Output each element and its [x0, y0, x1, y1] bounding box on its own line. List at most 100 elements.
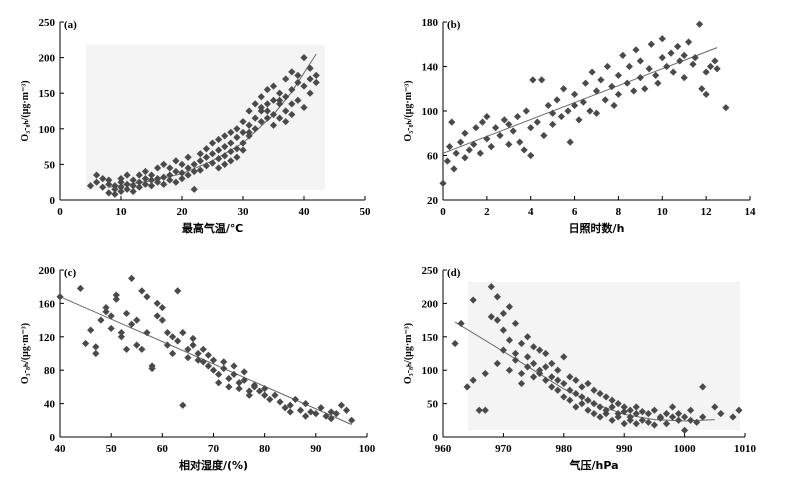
data-point	[296, 406, 305, 414]
data-point	[269, 121, 278, 129]
data-point	[693, 418, 701, 426]
data-point	[111, 190, 119, 198]
data-point	[623, 79, 631, 87]
data-point	[300, 103, 308, 112]
data-point	[257, 118, 265, 126]
data-point	[579, 98, 587, 106]
panel-tag: (d)	[447, 267, 461, 279]
data-point	[493, 293, 501, 301]
data-point	[680, 74, 688, 82]
data-point	[196, 150, 204, 158]
data-point	[620, 408, 628, 416]
data-point	[282, 118, 290, 126]
data-point	[184, 354, 192, 362]
data-point	[178, 175, 186, 183]
data-point	[102, 303, 110, 312]
data-point	[239, 139, 247, 147]
data-point	[240, 368, 248, 376]
data-point	[276, 114, 284, 122]
data-point	[608, 82, 616, 91]
data-point	[632, 403, 640, 411]
data-point	[596, 403, 604, 411]
data-point	[107, 324, 115, 333]
data-point	[128, 274, 136, 282]
data-point	[288, 100, 296, 108]
data-point	[681, 413, 689, 421]
data-point	[178, 160, 186, 168]
data-point	[306, 89, 314, 97]
data-point	[294, 71, 302, 79]
data-point	[282, 75, 290, 83]
data-point	[451, 339, 459, 348]
data-point	[141, 175, 149, 183]
y-tick-label: 160	[39, 298, 56, 310]
x-tick-label: 100	[359, 443, 376, 455]
data-point	[456, 138, 465, 146]
data-point	[590, 400, 598, 408]
data-point	[566, 138, 574, 146]
data-point	[554, 376, 562, 384]
data-point	[674, 42, 682, 51]
data-point	[129, 182, 137, 190]
data-point	[317, 404, 325, 412]
data-point	[470, 140, 478, 148]
data-point	[530, 373, 538, 381]
data-point	[215, 146, 223, 154]
data-point	[625, 62, 633, 71]
y-tick-label: 180	[422, 17, 439, 29]
data-point	[135, 171, 143, 179]
data-point	[190, 160, 198, 168]
x-tick-label: 40	[299, 206, 311, 218]
x-tick-label: 6	[572, 206, 578, 218]
data-point	[487, 313, 495, 321]
data-point	[650, 421, 658, 429]
data-point	[99, 183, 107, 191]
data-point	[245, 107, 253, 115]
data-point	[614, 410, 622, 418]
data-point	[487, 283, 495, 291]
data-point	[548, 373, 556, 381]
y-axis-label: O₃-₈ₕ/(μg·m⁻³)	[20, 323, 31, 384]
data-point	[135, 183, 143, 191]
data-point	[208, 150, 217, 158]
x-tick-label: 0	[57, 206, 63, 218]
data-point	[632, 420, 640, 428]
data-point	[620, 420, 628, 428]
data-point	[448, 118, 456, 126]
data-point	[636, 57, 644, 65]
data-point	[578, 400, 586, 408]
data-point	[584, 406, 592, 414]
data-point	[668, 403, 677, 411]
y-tick-label: 80	[44, 365, 56, 377]
data-point	[689, 60, 697, 68]
y-tick-label: 60	[427, 151, 439, 163]
data-point	[271, 391, 279, 399]
y-tick-label: 50	[44, 159, 56, 171]
data-point	[698, 85, 706, 93]
x-tick-label: 980	[556, 443, 573, 455]
data-point	[499, 346, 507, 354]
data-point	[196, 166, 204, 174]
data-point	[327, 415, 335, 423]
data-point	[92, 343, 100, 351]
data-point	[554, 386, 562, 394]
data-point	[644, 418, 652, 426]
data-point	[536, 369, 544, 378]
data-point	[300, 54, 308, 62]
data-point	[122, 345, 131, 353]
data-point	[174, 287, 182, 295]
data-point	[239, 128, 247, 136]
data-point	[717, 410, 725, 418]
x-tick-label: 2	[484, 206, 490, 218]
data-point	[174, 337, 182, 345]
data-point	[511, 356, 520, 364]
y-tick-label: 120	[39, 332, 56, 344]
data-point	[674, 410, 683, 418]
data-point	[97, 316, 105, 324]
data-point	[227, 157, 235, 165]
data-point	[251, 125, 259, 133]
y-tick-label: 0	[50, 432, 56, 444]
data-point	[566, 386, 574, 394]
data-point	[261, 391, 269, 399]
data-point	[647, 40, 655, 48]
